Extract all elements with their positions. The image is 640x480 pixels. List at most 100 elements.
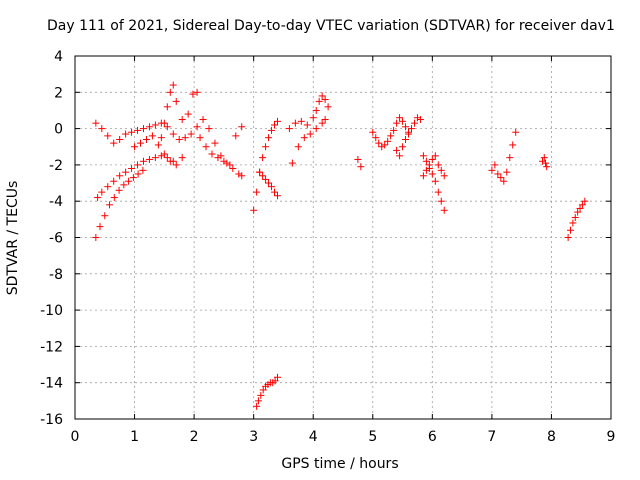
data-point (101, 212, 109, 220)
x-tick-label: 7 (487, 429, 496, 445)
data-point (318, 92, 326, 100)
x-tick-label: 0 (71, 429, 80, 445)
data-point (178, 154, 186, 162)
data-point (262, 175, 270, 183)
data-point (321, 116, 329, 124)
data-point (169, 81, 177, 89)
x-tick-label: 1 (130, 429, 139, 445)
data-point (256, 168, 264, 176)
data-point (131, 143, 139, 151)
data-point (250, 206, 258, 214)
data-point (220, 157, 228, 165)
data-point (419, 172, 427, 180)
data-point (214, 154, 222, 162)
data-point (172, 97, 180, 105)
data-point (259, 154, 267, 162)
data-point (160, 119, 168, 127)
data-point (285, 125, 293, 133)
data-point (567, 226, 575, 234)
data-point (259, 172, 267, 180)
data-point (226, 161, 234, 169)
data-point (189, 90, 197, 98)
data-point (390, 126, 398, 134)
data-point (396, 114, 404, 122)
data-point (437, 166, 445, 174)
y-tick-label: -14 (40, 376, 63, 392)
data-point (431, 177, 439, 185)
data-point (422, 157, 430, 165)
data-point (169, 130, 177, 138)
chart-title: Day 111 of 2021, Sidereal Day-to-day VTE… (47, 18, 615, 34)
data-point (271, 188, 279, 196)
data-point (300, 134, 308, 142)
data-point (208, 150, 216, 158)
data-point (372, 134, 380, 142)
data-point (122, 168, 130, 176)
data-point (399, 143, 407, 151)
data-point (315, 97, 323, 105)
data-point (425, 161, 433, 169)
data-point (571, 214, 579, 222)
data-point (175, 135, 183, 143)
data-point (238, 172, 246, 180)
data-point (154, 141, 162, 149)
data-point (321, 96, 329, 104)
data-point (541, 159, 549, 167)
data-point (581, 197, 589, 205)
data-point (122, 130, 130, 138)
y-tick-label: 2 (54, 85, 63, 101)
grid-lines (75, 56, 611, 419)
data-point (375, 139, 383, 147)
data-point (312, 125, 320, 133)
data-point (399, 117, 407, 125)
data-point (574, 208, 582, 216)
data-point (262, 143, 270, 151)
data-point (297, 117, 305, 125)
data-point (396, 152, 404, 160)
data-point (98, 125, 106, 133)
data-point (306, 130, 314, 138)
data-point (202, 143, 210, 151)
data-point (184, 110, 192, 118)
data-point (253, 188, 261, 196)
y-tick-label: 0 (54, 122, 63, 138)
y-tick-label: -16 (40, 412, 63, 428)
data-point (309, 114, 317, 122)
data-point (98, 188, 106, 196)
data-point (232, 132, 240, 140)
data-point (294, 143, 302, 151)
data-point (506, 154, 514, 162)
data-point (196, 134, 204, 142)
data-point (254, 397, 262, 405)
data-point (413, 114, 421, 122)
data-point (128, 128, 136, 136)
data-point (354, 155, 362, 163)
data-point (576, 204, 584, 212)
y-tick-label: -6 (49, 231, 63, 247)
data-point (428, 155, 436, 163)
data-point (357, 163, 365, 171)
data-point (193, 123, 201, 131)
data-point (288, 159, 296, 167)
data-point (128, 165, 136, 173)
data-point (259, 386, 267, 394)
data-point (172, 161, 180, 169)
data-point (431, 152, 439, 160)
data-point (378, 143, 386, 151)
data-point (273, 117, 281, 125)
data-point (110, 139, 118, 147)
data-point (92, 119, 100, 127)
data-point (422, 166, 430, 174)
data-point (211, 139, 219, 147)
data-point (229, 165, 237, 173)
data-point (116, 135, 124, 143)
data-point (271, 377, 279, 385)
y-tick-label: -12 (40, 339, 63, 355)
data-point (491, 161, 499, 169)
data-point (110, 194, 118, 202)
data-point (488, 166, 496, 174)
data-point (238, 123, 246, 131)
x-tick-label: 2 (190, 429, 199, 445)
data-point (217, 152, 225, 160)
data-point (166, 88, 174, 96)
